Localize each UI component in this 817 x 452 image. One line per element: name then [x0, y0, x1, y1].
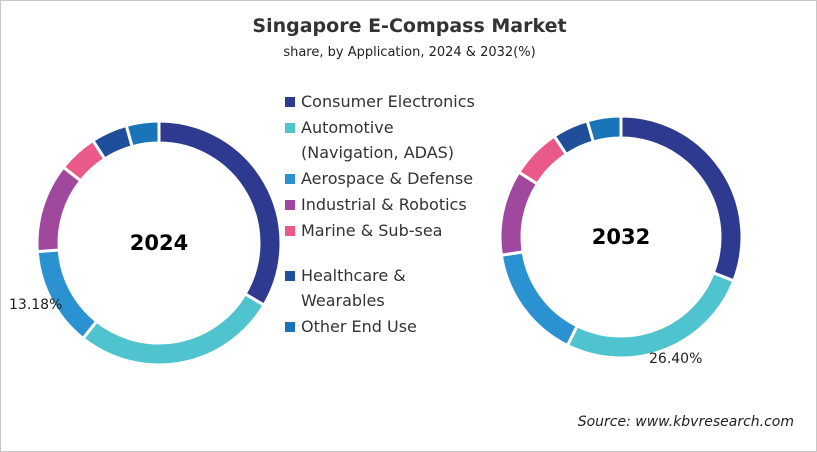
legend-item: Marine & Sub-sea [285, 218, 491, 243]
donut-slice-2032-3 [498, 170, 540, 257]
donut-slice-2024-6 [124, 119, 161, 149]
legend-label: Other End Use [301, 317, 417, 336]
donut-slice-2024-0 [157, 119, 283, 308]
data-label: 13.18% [9, 297, 62, 313]
donut-center-label: 2024 [130, 231, 188, 255]
legend-item: Industrial & Robotics [285, 192, 491, 217]
chart-title: Singapore E-Compass Market [252, 15, 567, 37]
legend-swatch [285, 97, 295, 107]
legend: Consumer Electronics Automotive (Navigati… [285, 89, 491, 340]
donut-slice-2024-1 [80, 291, 267, 367]
legend-label: Aerospace & Defense [301, 169, 474, 188]
donut-slice-2032-6 [585, 114, 623, 144]
donut-slice-2024-2 [35, 248, 99, 341]
legend-label: Automotive (Navigation, ADAS) [301, 118, 455, 162]
legend-item: Other End Use [285, 314, 491, 339]
legend-swatch [285, 271, 295, 281]
legend-swatch [285, 226, 295, 236]
legend-item: Automotive (Navigation, ADAS) [285, 115, 491, 165]
legend-label: Marine & Sub-sea [301, 221, 443, 240]
donut-slice-2032-0 [619, 114, 744, 283]
donut-slice-2032-1 [565, 270, 736, 360]
legend-swatch [285, 174, 295, 184]
donut-slice-2024-3 [35, 165, 83, 254]
legend-swatch [285, 322, 295, 332]
data-label: 26.40% [649, 351, 702, 367]
chart-subtitle: share, by Application, 2024 & 2032(%) [283, 45, 536, 60]
legend-swatch [285, 200, 295, 210]
legend-label: Healthcare & Wearables [301, 266, 406, 310]
legend-item: Consumer Electronics [285, 89, 491, 114]
legend-label: Consumer Electronics [301, 92, 475, 111]
legend-swatch [285, 123, 295, 133]
legend-item: Healthcare & Wearables [285, 263, 491, 313]
source-note: Source: www.kbvresearch.com [577, 414, 794, 430]
legend-label: Industrial & Robotics [301, 195, 467, 214]
legend-item: Aerospace & Defense [285, 166, 491, 191]
donut-center-label: 2032 [592, 225, 650, 249]
donut-slice-2032-2 [499, 250, 580, 348]
